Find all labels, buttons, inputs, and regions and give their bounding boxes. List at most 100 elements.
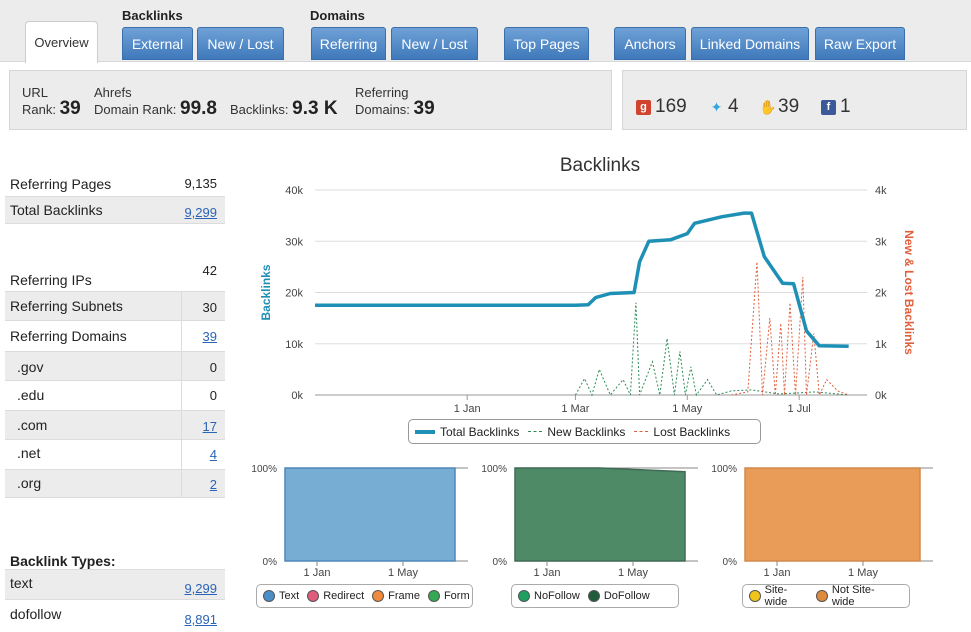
tld-row-gov: .gov 0	[5, 351, 225, 381]
y2-tick-label: 3k	[875, 236, 887, 248]
y-tick-label: 20k	[285, 288, 303, 300]
y-tick-label: 0%	[493, 557, 508, 568]
row-separator	[181, 440, 182, 469]
area-fill	[284, 467, 456, 562]
legend-form[interactable]: Form	[427, 590, 470, 602]
y2-tick-label: 2k	[875, 288, 887, 300]
legend-new-label: New Backlinks	[547, 424, 626, 439]
tld-net-link[interactable]: 4	[209, 447, 217, 462]
type-text-link[interactable]: 9,299	[184, 581, 217, 596]
legend-lost-backlinks[interactable]: Lost Backlinks	[634, 425, 730, 439]
tld-label: .net	[17, 445, 41, 461]
legend-total-swatch	[415, 429, 435, 434]
tld-label: .edu	[17, 387, 45, 403]
url-rank-value: 39	[59, 98, 81, 119]
tld-row-org: .org 2	[5, 469, 225, 498]
row-separator	[181, 292, 182, 320]
backlinks-new-lost-button[interactable]: New / Lost	[197, 27, 284, 60]
legend-frame-label: Frame	[388, 590, 420, 602]
twitter-icon: ✦	[710, 98, 723, 115]
new-backlinks-line	[574, 302, 849, 397]
total-backlinks-label: Total Backlinks	[10, 202, 103, 218]
external-button[interactable]: External	[122, 27, 193, 60]
x-tick-label: 1 May	[672, 403, 702, 415]
tab-overview[interactable]: Overview	[25, 21, 98, 63]
legend-not-sitewide[interactable]: Not Site-wide	[816, 584, 895, 608]
tld-com-link[interactable]: 17	[202, 419, 217, 434]
linked-domains-button[interactable]: Linked Domains	[691, 27, 809, 60]
legend-text-dot	[263, 590, 275, 602]
domain-rank-value: 99.8	[180, 98, 217, 119]
referring-domains-link[interactable]: 39	[202, 329, 217, 344]
legend-total-label: Total Backlinks	[440, 424, 520, 439]
legend-nofollow[interactable]: NoFollow	[518, 590, 580, 602]
total-backlinks-line	[315, 211, 849, 349]
legend-form-dot	[427, 590, 440, 602]
anchors-button[interactable]: Anchors	[614, 27, 686, 60]
y-axis-title: Backlinks	[259, 264, 273, 320]
tld-row-edu: .edu 0	[5, 381, 225, 410]
top-pages-button[interactable]: Top Pages	[504, 27, 589, 60]
row-separator	[181, 381, 182, 410]
referring-domains-row: Referring Domains 39	[5, 321, 225, 351]
tld-value: 0	[209, 360, 217, 375]
top-nav: Overview Backlinks Domains External New …	[0, 0, 971, 63]
legend-not-sitewide-label: Not Site-wide	[831, 584, 875, 608]
tld-label: .gov	[17, 359, 44, 375]
legend-frame[interactable]: Frame	[372, 590, 420, 602]
backlinks-stat-value: 9.3 K	[292, 98, 338, 119]
legend-nofollow-label: NoFollow	[534, 590, 580, 602]
y-tick-label: 0%	[263, 557, 278, 568]
x-tick-label: 1 Jan	[534, 567, 561, 579]
legend-new-swatch	[528, 431, 543, 432]
main-chart-legend: Total Backlinks New Backlinks Lost Backl…	[408, 419, 761, 444]
x-tick-label: 1 Jan	[454, 403, 481, 415]
referring-domains-label: Referring	[355, 85, 409, 100]
url-rank-label-2: Rank:	[22, 102, 56, 117]
x-tick-label: 1 May	[618, 567, 648, 579]
referring-pages-value: 9,135	[184, 176, 217, 191]
x-tick-label: 1 May	[388, 567, 418, 579]
raw-export-button[interactable]: Raw Export	[815, 27, 905, 60]
tld-label: .org	[17, 475, 42, 491]
type-label: dofollow	[10, 606, 62, 622]
legend-redirect[interactable]: Redirect	[307, 590, 364, 602]
google-plus-count: g 169	[636, 96, 687, 118]
y2-axis-title: New & Lost Backlinks	[902, 230, 916, 355]
legend-sitewide[interactable]: Site-wide	[749, 584, 808, 608]
referring-subnets-label: Referring Subnets	[10, 298, 123, 314]
google-plus-value: 169	[655, 96, 687, 117]
referring-subnets-row: Referring Subnets 30	[5, 291, 225, 321]
referring-button[interactable]: Referring	[311, 27, 386, 60]
y2-tick-label: 0k	[875, 390, 887, 402]
legend-dofollow-label: DoFollow	[603, 590, 650, 602]
y-tick-label: 100%	[711, 464, 737, 475]
twitter-count: ✦ 4	[709, 96, 739, 118]
area-fill	[514, 467, 686, 562]
facebook-icon: f	[821, 99, 836, 115]
legend-form-label: Form	[443, 590, 470, 602]
row-separator	[181, 470, 182, 497]
referring-ips-row: Referring IPs 42	[5, 262, 225, 290]
lost-backlinks-line	[731, 261, 849, 397]
legend-new-backlinks[interactable]: New Backlinks	[528, 425, 625, 439]
tld-org-link[interactable]: 2	[209, 477, 217, 492]
backlinks-group-label: Backlinks	[122, 8, 183, 23]
legend-dofollow[interactable]: DoFollow	[587, 590, 650, 602]
legend-lost-label: Lost Backlinks	[653, 424, 731, 439]
legend-text[interactable]: Text	[263, 590, 299, 602]
x-tick-label: 1 Jan	[304, 567, 331, 579]
legend-total-backlinks[interactable]: Total Backlinks	[415, 425, 519, 439]
total-backlinks-link[interactable]: 9,299	[184, 205, 217, 220]
sitewide-legend: Site-wide Not Site-wide	[742, 584, 910, 608]
google-plus-icon: g	[636, 99, 651, 115]
type-dofollow-link[interactable]: 8,891	[184, 612, 217, 627]
facebook-value: 1	[840, 96, 851, 117]
area-fill	[744, 467, 921, 562]
tld-row-net: .net 4	[5, 440, 225, 469]
legend-nofollow-dot	[518, 590, 530, 602]
legend-redirect-dot	[307, 590, 320, 602]
domains-new-lost-button[interactable]: New / Lost	[391, 27, 478, 60]
referring-domains-value: 39	[413, 98, 435, 119]
